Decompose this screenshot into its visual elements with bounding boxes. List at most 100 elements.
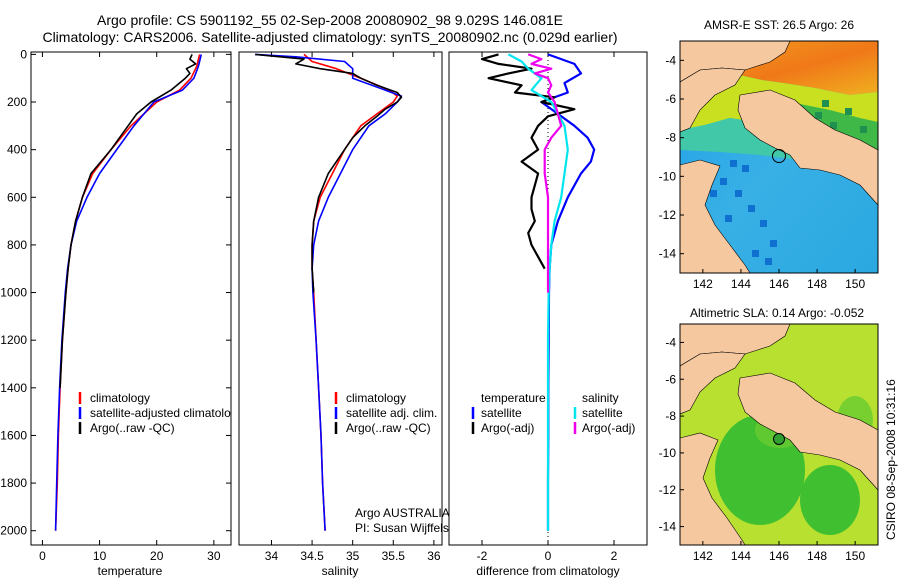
salinity-tick-label: 35 (346, 549, 360, 563)
sst-land-west (680, 67, 746, 133)
temperature-panel: 0 200 400 600 800 1000 1200 1400 1600 1800 2000 0 1… (0, 47, 243, 578)
sla-land-west (680, 351, 746, 415)
sst-pixel-cell (830, 122, 837, 129)
sst-lon-label: 150 (845, 277, 865, 291)
depth-tick-label: 400 (7, 143, 27, 157)
sla-lat-label: -14 (659, 520, 677, 534)
temperature-tick-label: 10 (93, 549, 107, 563)
salinity-legend: climatology satellite adj. clim. Argo(..… (334, 391, 437, 435)
temperature-axis-ticks: 0 10 20 30 (39, 52, 221, 563)
legend-label-argo: Argo(..raw -QC) (346, 421, 431, 435)
sst-lon-label: 142 (693, 277, 713, 291)
legend-label-satellite: satellite-adjusted climatology (90, 406, 243, 420)
sst-pixel-cell (735, 190, 742, 197)
sla-map: Altimetric SLA: 0.14 Argo: -0.052 142 144… (659, 306, 879, 563)
depth-tick-label: 1400 (0, 381, 27, 395)
sst-map-field (680, 41, 878, 273)
legend-heading-temperature: temperature (481, 391, 546, 405)
sst-map-title: AMSR-E SST: 26.5 Argo: 26 (704, 18, 854, 32)
sst-pixel-cell (752, 250, 759, 257)
temperature-tick-label: 20 (150, 549, 164, 563)
sla-lat-label: -12 (659, 483, 677, 497)
sla-land-cape-york (680, 432, 746, 545)
salinity-tick-label: 36 (427, 549, 441, 563)
legend-heading-salinity: salinity (582, 391, 619, 405)
depth-axis-ticks: 0 200 400 600 800 1000 1200 1400 1600 1800 2000 (0, 47, 231, 538)
legend-label-climatology: climatology (90, 391, 150, 405)
depth-tick-label: 1600 (0, 428, 27, 442)
sst-pixel-cell (765, 258, 772, 265)
figure-title-line1: Argo profile: CS 5901192_55 02-Sep-2008 … (96, 12, 563, 28)
legend-label-temp-satellite: satellite (481, 406, 522, 420)
sla-lat-label: -10 (659, 446, 677, 460)
depth-tick-label: 200 (7, 95, 27, 109)
depth-tick-label: 2000 (0, 524, 27, 538)
depth-tick-label: 1800 (0, 476, 27, 490)
salinity-lines (255, 53, 403, 531)
legend-label-argo: Argo(..raw -QC) (90, 421, 175, 435)
salinity-axes-frame (238, 51, 443, 546)
temperature-legend: climatology satellite-adjusted climatolo… (78, 391, 243, 435)
series-line-salinity-satellite (507, 53, 569, 531)
sst-lat-label: -14 (659, 247, 677, 261)
sst-pixel-cell (742, 165, 749, 172)
temperature-tick-label: 0 (39, 549, 46, 563)
sst-pixel-cell (815, 112, 822, 119)
sla-lat-label: -6 (665, 372, 676, 386)
difference-panel: -2 0 2 difference from climatology tempera… (448, 51, 648, 578)
sla-map-field (680, 324, 878, 545)
sst-lon-label: 146 (769, 277, 789, 291)
sst-land-papua (737, 89, 878, 206)
sst-land-cape-york (680, 159, 751, 273)
sst-lon-label: 148 (807, 277, 827, 291)
sst-argo-marker (772, 149, 786, 163)
figure-title-line2: Climatology: CARS2006. Satellite-adjuste… (42, 29, 618, 45)
depth-tick-label: 1200 (0, 333, 27, 347)
series-line-temperature-argo (480, 53, 576, 270)
difference-legend: temperature satellite Argo(-adj) salinit… (471, 391, 635, 435)
depth-tick-label: 800 (7, 238, 27, 252)
legend-label-satellite: satellite adj. clim. (346, 406, 437, 420)
sst-pixel-cell (730, 160, 737, 167)
sst-pixel-cell (770, 240, 777, 247)
temperature-xlabel: temperature (98, 564, 163, 578)
sst-lon-label: 144 (731, 277, 751, 291)
csiro-timestamp: CSIRO 08-Sep-2008 10:31:16 (884, 379, 898, 540)
difference-tick-label: -2 (477, 549, 488, 563)
sla-map-ticks: 142 144 146 148 150 -4 -6 -8 -10 -12 -14 (659, 335, 866, 563)
sla-land-papua (737, 372, 878, 491)
sla-lat-label: -8 (665, 409, 676, 423)
legend-label-climatology: climatology (346, 391, 406, 405)
sst-lat-label: -8 (665, 131, 676, 145)
legend-label-sal-satellite: satellite (582, 406, 623, 420)
sla-argo-marker (773, 433, 785, 445)
sst-pixel-cell (710, 190, 717, 197)
principal-investigator-label: PI: Susan Wijffels (355, 521, 449, 535)
sst-pixel-cell (860, 126, 867, 133)
difference-tick-label: 2 (611, 549, 618, 563)
difference-tick-label: 0 (545, 549, 552, 563)
sst-pixel-cell (748, 205, 755, 212)
sla-lon-label: 142 (693, 549, 713, 563)
difference-xlabel: difference from climatology (476, 564, 619, 578)
sla-blob-southeast (800, 465, 860, 535)
sst-lat-label: -6 (665, 92, 676, 106)
salinity-tick-label: 34.5 (300, 549, 324, 563)
series-line-salinity-argo (527, 53, 563, 293)
difference-lines (480, 53, 596, 531)
depth-tick-label: 600 (7, 190, 27, 204)
series-line-argo (59, 54, 197, 388)
depth-tick-label: 1000 (0, 286, 27, 300)
sla-map-title: Altimetric SLA: 0.14 Argo: -0.052 (690, 306, 864, 320)
sla-lon-label: 144 (731, 549, 751, 563)
sst-pixel-cell (760, 220, 767, 227)
sst-lat-label: -10 (659, 169, 677, 183)
legend-label-sal-argo: Argo(-adj) (582, 421, 635, 435)
salinity-tick-label: 35.5 (382, 549, 406, 563)
sla-lon-label: 148 (807, 549, 827, 563)
sla-lon-label: 146 (769, 549, 789, 563)
depth-tick-label: 0 (20, 47, 27, 61)
salinity-tick-label: 34 (265, 549, 279, 563)
temperature-tick-label: 30 (207, 549, 221, 563)
